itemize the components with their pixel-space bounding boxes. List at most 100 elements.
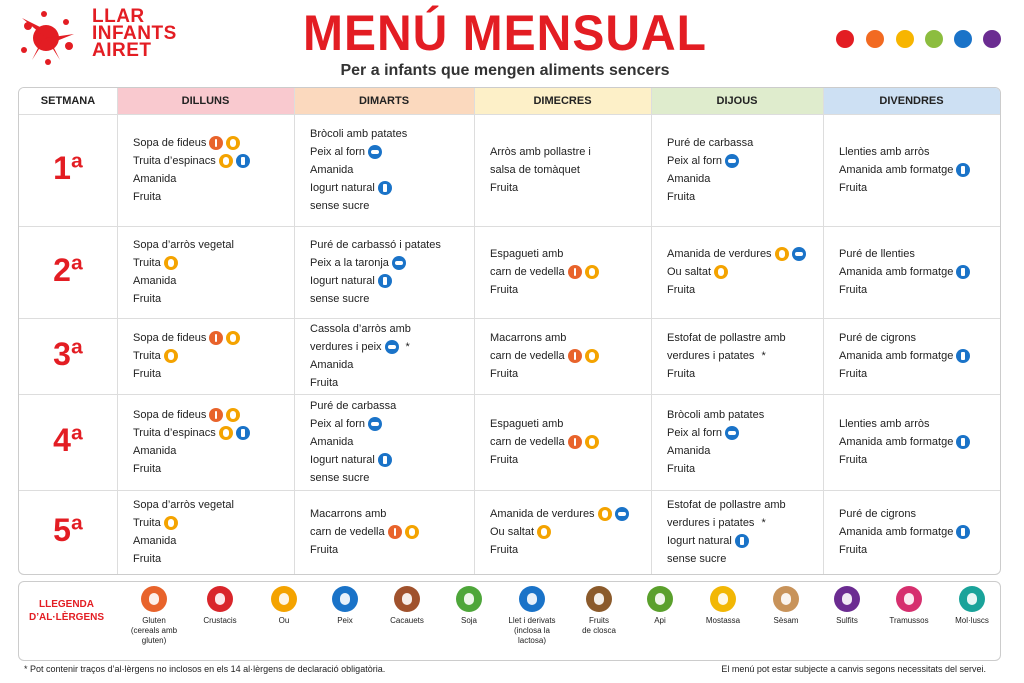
menu-item: Puré de carbassó i patates — [310, 238, 470, 252]
row-divider — [19, 318, 1000, 319]
allergen-icon — [377, 453, 392, 467]
menu-item: Sopa de fideus — [133, 408, 290, 422]
legend-item: Mostassa — [692, 586, 754, 626]
dish-text: Fruita — [839, 182, 868, 194]
menu-item: Iogurt natural — [667, 534, 819, 548]
dish-text: Amanida — [133, 173, 177, 185]
allergen-icon — [537, 525, 552, 539]
allergen-icon — [163, 516, 178, 530]
menu-cell: Sopa de fideus Truita d’espinacs Amanida Fr… — [133, 114, 290, 226]
menu-item: Fruita — [490, 283, 647, 297]
week-label: 3ª — [53, 336, 83, 372]
legend-item: Soja — [438, 586, 500, 626]
dish-text: Truita — [133, 517, 161, 529]
week-label: 1ª — [53, 150, 83, 186]
allergen-icon — [226, 408, 241, 422]
legend-icon — [207, 586, 233, 612]
column-divider — [651, 88, 652, 574]
menu-item: Fruita — [490, 453, 647, 467]
dish-text: Amanida — [133, 535, 177, 547]
legend-title-line: LLEGENDA — [39, 599, 94, 610]
allergen-icon — [567, 265, 582, 279]
menu-cell: Amanida de verdures Ou saltat Fruita — [490, 490, 647, 574]
legend-label: Llet i derivats — [508, 616, 556, 625]
menu-item: Truita — [133, 349, 290, 363]
menu-cell: Puré de carbassó i patates Peix a la taro… — [310, 226, 470, 318]
dish-text: Sopa d’arròs vegetal — [133, 499, 234, 511]
legend-label: de closca — [582, 626, 616, 635]
menu-item: Peix al forn — [667, 426, 819, 440]
menu-item: Fruita — [667, 367, 819, 381]
menu-item: Amanida — [310, 435, 470, 449]
menu-item: salsa de tomàquet — [490, 163, 647, 177]
menu-item: Fruita — [310, 543, 470, 557]
legend-icon — [519, 586, 545, 612]
trace-note: * — [405, 341, 410, 353]
dish-text: Peix al forn — [310, 418, 366, 430]
menu-item: Puré de cigrons — [839, 507, 996, 521]
dish-text: Fruita — [490, 182, 519, 194]
menu-item: Truita d’espinacs — [133, 154, 290, 168]
menu-item: Macarrons amb — [310, 507, 470, 521]
menu-item: Fruita — [667, 462, 819, 476]
menu-item: Amanida amb formatge — [839, 525, 996, 539]
menu-item: Amanida — [667, 444, 819, 458]
dish-text: Fruita — [133, 293, 162, 305]
menu-item: Sopa de fideus — [133, 331, 290, 345]
allergen-icon — [584, 349, 599, 363]
menu-item: Truita d’espinacs — [133, 426, 290, 440]
allergen-icon — [567, 349, 582, 363]
dish-text: Amanida — [133, 445, 177, 457]
menu-item: carn de vedella — [490, 349, 647, 363]
allergen-icon — [956, 435, 971, 449]
legend-icon — [647, 586, 673, 612]
menu-item: Fruita — [839, 453, 996, 467]
dish-text: Fruita — [133, 553, 162, 565]
dish-text: Bròcoli amb patates — [667, 409, 765, 421]
legend-icon — [959, 586, 985, 612]
dish-text: Puré de carbassa — [310, 400, 397, 412]
menu-item: Cassola d’arròs amb — [310, 322, 470, 336]
menu-item: Arròs amb pollastre i — [490, 145, 647, 159]
menu-item: Truita — [133, 256, 290, 270]
allergen-icon — [209, 408, 224, 422]
legend-label: Api — [654, 616, 666, 625]
allergen-icon — [377, 181, 392, 195]
dish-text: Fruita — [839, 454, 868, 466]
allergen-icon — [791, 247, 806, 261]
menu-cell: Puré de cigrons Amanida amb formatge Fruit… — [839, 318, 996, 394]
dish-text: carn de vedella — [490, 436, 565, 448]
menu-item: Amanida de verdures — [667, 247, 819, 261]
legend-icon — [710, 586, 736, 612]
allergen-icon — [725, 154, 740, 168]
menu-item: Espagueti amb — [490, 247, 647, 261]
legend-item: Llet i derivats (inclosa la lactosa) — [501, 586, 563, 646]
menu-item: Fruita — [839, 283, 996, 297]
legend-icon — [456, 586, 482, 612]
column-header: DILLUNS — [117, 88, 294, 114]
legend-label: Sèsam — [773, 616, 799, 625]
dish-text: Llenties amb arròs — [839, 418, 930, 430]
logo-text: LLAR INFANTS AIRET — [92, 7, 177, 60]
dish-text: Fruita — [310, 544, 339, 556]
subtitle: Per a infants que mengen aliments sencer… — [340, 62, 670, 79]
footnote: * Pot contenir traços d’al·lèrgens no in… — [24, 664, 386, 674]
legend-item: Sèsam — [755, 586, 817, 626]
legend-item: Ou — [253, 586, 315, 626]
menu-item: Fruita — [667, 190, 819, 204]
menu-cell: Espagueti amb carn de vedella Fruita — [490, 226, 647, 318]
allergen-icon — [956, 525, 971, 539]
menu-cell: Puré de carbassa Peix al forn Amanida Fruit… — [667, 114, 819, 226]
legend-item: Peix — [314, 586, 376, 626]
menu-item: Llenties amb arròs — [839, 145, 996, 159]
legend-label: lactosa) — [517, 636, 546, 645]
dish-text: Fruita — [839, 284, 868, 296]
menu-item: Macarrons amb — [490, 331, 647, 345]
legend-label: Ou — [278, 616, 290, 625]
dish-text: verdures i patates — [667, 517, 755, 529]
menu-item: Amanida — [133, 534, 290, 548]
menu-item: Amanida amb formatge — [839, 163, 996, 177]
menu-cell: Espagueti amb carn de vedella Fruita — [490, 394, 647, 490]
column-divider — [117, 88, 118, 574]
dish-text: Sopa de fideus — [133, 332, 207, 344]
